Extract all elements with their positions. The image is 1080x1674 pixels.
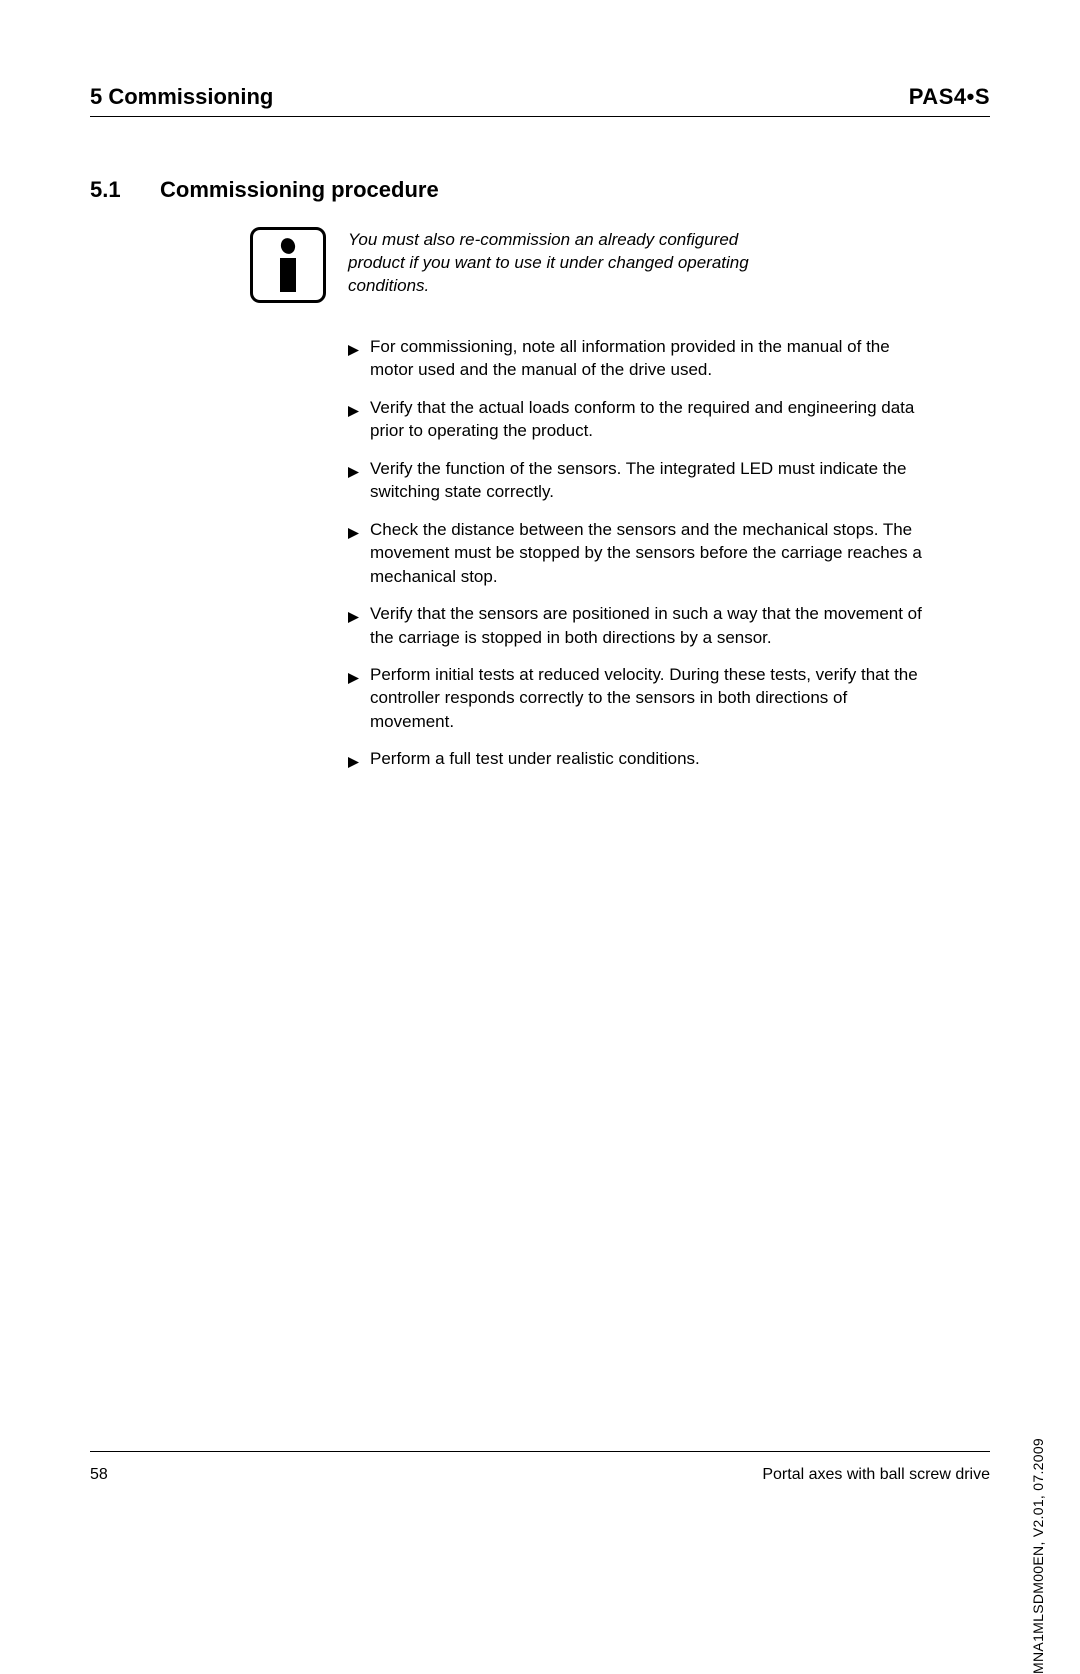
triangle-bullet-icon — [348, 606, 370, 629]
triangle-bullet-icon — [348, 751, 370, 774]
list-item-text: For commissioning, note all information … — [370, 335, 928, 382]
list-item-text: Verify that the actual loads conform to … — [370, 396, 928, 443]
triangle-bullet-icon — [348, 461, 370, 484]
header-chapter: 5 Commissioning — [90, 84, 273, 110]
list-item: For commissioning, note all information … — [348, 335, 928, 382]
footer-rule — [90, 1451, 990, 1452]
info-icon — [250, 227, 326, 303]
list-item-text: Perform initial tests at reduced velocit… — [370, 663, 928, 733]
section-number: 5.1 — [90, 177, 160, 203]
info-note-block: You must also re-commission an already c… — [250, 227, 990, 303]
page-number: 58 — [90, 1466, 108, 1484]
triangle-bullet-icon — [348, 339, 370, 362]
page-header: 5 Commissioning PAS4•S — [90, 84, 990, 117]
list-item-text: Perform a full test under realistic cond… — [370, 747, 928, 770]
doc-reference-vertical: MNA1MLSDM00EN, V2.01, 07.2009 — [1030, 1438, 1046, 1674]
header-code-prefix: PAS4 — [909, 84, 967, 109]
list-item: Verify that the sensors are positioned i… — [348, 602, 928, 649]
triangle-bullet-icon — [348, 522, 370, 545]
list-item-text: Verify that the sensors are positioned i… — [370, 602, 928, 649]
footer-title: Portal axes with ball screw drive — [762, 1466, 990, 1484]
section-heading: 5.1 Commissioning procedure — [90, 177, 990, 203]
list-item: Perform a full test under realistic cond… — [348, 747, 928, 774]
list-item: Perform initial tests at reduced velocit… — [348, 663, 928, 733]
list-item: Check the distance between the sensors a… — [348, 518, 928, 588]
list-item-text: Verify the function of the sensors. The … — [370, 457, 928, 504]
list-item-text: Check the distance between the sensors a… — [370, 518, 928, 588]
info-note-text: You must also re-commission an already c… — [348, 227, 778, 298]
triangle-bullet-icon — [348, 400, 370, 423]
procedure-list: For commissioning, note all information … — [348, 335, 928, 775]
header-code-suffix: S — [975, 84, 990, 109]
section-title: Commissioning procedure — [160, 177, 439, 203]
list-item: Verify that the actual loads conform to … — [348, 396, 928, 443]
triangle-bullet-icon — [348, 667, 370, 690]
page-footer: 58 Portal axes with ball screw drive — [90, 1466, 990, 1484]
list-item: Verify the function of the sensors. The … — [348, 457, 928, 504]
header-product-code: PAS4•S — [909, 84, 990, 110]
header-code-bullet: • — [967, 84, 975, 109]
